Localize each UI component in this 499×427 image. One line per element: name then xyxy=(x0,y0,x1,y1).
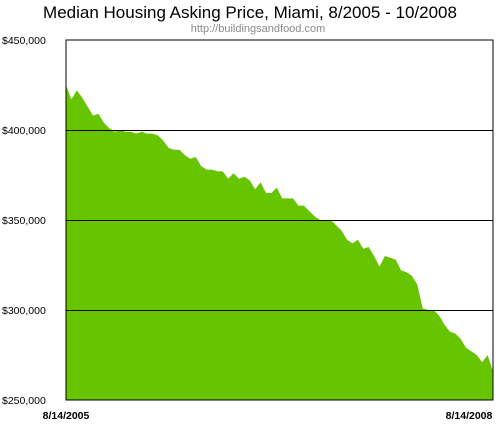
gridlines xyxy=(66,130,493,311)
x-tick-label: 8/14/2005 xyxy=(43,410,90,422)
plot-frame xyxy=(65,39,494,401)
area-series xyxy=(66,85,493,400)
y-tick-label: $450,000 xyxy=(2,35,46,47)
chart-title: Median Housing Asking Price, Miami, 8/20… xyxy=(43,3,457,22)
y-tick-label: $250,000 xyxy=(2,395,46,407)
x-tick-label: 8/14/2008 xyxy=(446,410,493,422)
y-tick-label: $400,000 xyxy=(2,125,46,137)
y-tick-label: $300,000 xyxy=(2,305,46,317)
chart-subtitle: http://buildingsandfood.com xyxy=(191,23,326,35)
y-axis-ticks: $450,000 $400,000 $350,000 $300,000 $250,000 xyxy=(2,35,46,407)
x-axis-ticks: 8/14/2005 8/14/2008 xyxy=(43,410,493,422)
y-tick-label: $350,000 xyxy=(2,215,46,227)
